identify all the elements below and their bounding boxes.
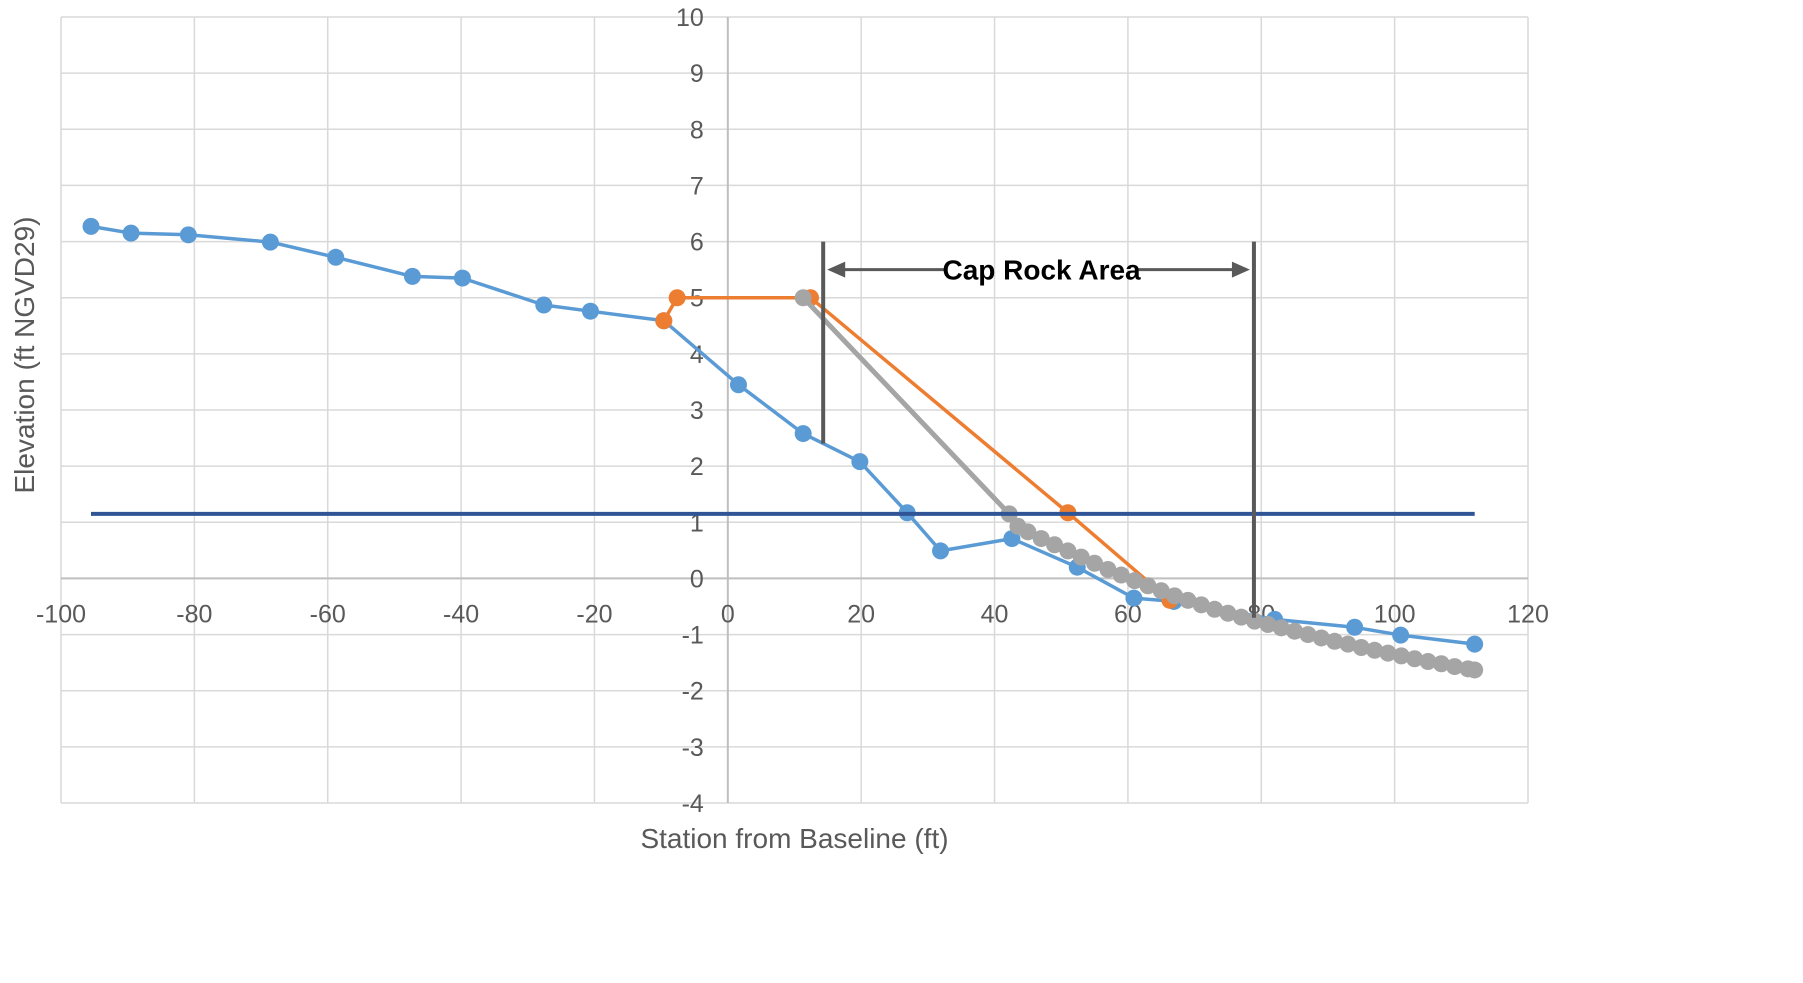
data-point [1179,591,1197,609]
data-point [82,217,100,235]
data-point [1352,638,1370,656]
y-tick-label: 1 [690,509,704,537]
data-point [932,542,950,560]
x-tick-label: 120 [1507,600,1549,628]
data-point [581,302,599,320]
y-tick-label: 7 [690,172,704,200]
x-tick-label: 40 [981,600,1009,628]
data-point [1272,619,1290,637]
x-tick-label: 0 [721,600,735,628]
data-point [122,224,140,242]
y-tick-label: 2 [690,453,704,481]
y-tick-label: 8 [690,116,704,144]
data-point [851,453,869,471]
data-point [1192,596,1210,614]
data-point [1125,589,1143,607]
data-point [1346,618,1364,636]
y-tick-label: 10 [676,4,704,32]
y-tick-label: 6 [690,229,704,257]
right-arrowhead [1231,261,1250,278]
data-point [403,267,421,285]
y-tick-label: -1 [682,622,704,650]
data-point [1019,523,1037,541]
x-tick-label: -20 [576,600,612,628]
data-point [1099,560,1117,578]
data-point [1366,641,1384,659]
y-tick-label: 0 [690,565,704,593]
data-point [453,269,471,287]
x-tick-label: -60 [310,600,346,628]
grid [60,16,1529,804]
data-point [1466,661,1484,679]
y-tick-label: 3 [690,397,704,425]
data-point [1339,635,1357,653]
tick-labels: -100 -80 -60 -40 -20 0 20 40 60 80 100 120-4-3-2-10… [36,4,1549,818]
y-tick-label: -2 [682,678,704,706]
data-point [1259,615,1277,633]
data-point [1166,587,1184,605]
data-point [1392,626,1410,644]
data-point [1046,536,1064,554]
x-tick-label: 20 [847,600,875,628]
data-point [655,312,673,330]
data-point [1466,635,1484,653]
y-tick-label: 9 [690,60,704,88]
data-point [1312,629,1330,647]
data-point [1126,572,1144,590]
data-point [1379,644,1397,662]
series-group [82,217,1484,679]
data-point [1152,582,1170,600]
data-point [1419,653,1437,671]
data-point [1032,530,1050,548]
data-point [1206,600,1224,618]
x-tick-label: -40 [443,600,479,628]
data-point [327,248,345,266]
y-tick-label: -4 [682,790,704,818]
data-point [1406,650,1424,668]
left-arrowhead [827,261,846,278]
data-point [729,376,747,394]
series-1 [82,217,1484,653]
x-tick-label: 100 [1374,600,1416,628]
x-tick-label: -100 [36,600,86,628]
y-tick-label: -3 [682,734,704,762]
data-point [1286,622,1304,640]
axes [61,17,1528,803]
data-point [668,289,686,307]
data-point [1219,604,1237,622]
series-3 [794,289,1484,679]
data-point [1139,577,1157,595]
data-point [1326,632,1344,650]
x-tick-label: -80 [176,600,212,628]
data-point [1432,655,1450,673]
data-point [535,296,553,314]
cap-rock-area-label: Cap Rock Area [942,255,1141,286]
data-point [1392,647,1410,665]
annotation-group [821,241,1256,618]
data-point [1232,608,1250,626]
data-point [794,289,812,307]
data-point [794,425,812,443]
data-point [1072,548,1090,566]
data-point [1446,658,1464,676]
x-axis-title: Station from Baseline (ft) [640,823,948,854]
series-line [90,224,1475,646]
data-point [1059,542,1077,560]
data-point [1086,554,1104,572]
data-point [261,233,279,251]
y-axis-title: Elevation (ft NGVD29) [9,217,40,494]
data-point [1246,612,1264,630]
data-point [1299,626,1317,644]
data-point [179,226,197,244]
data-point [1112,566,1130,584]
